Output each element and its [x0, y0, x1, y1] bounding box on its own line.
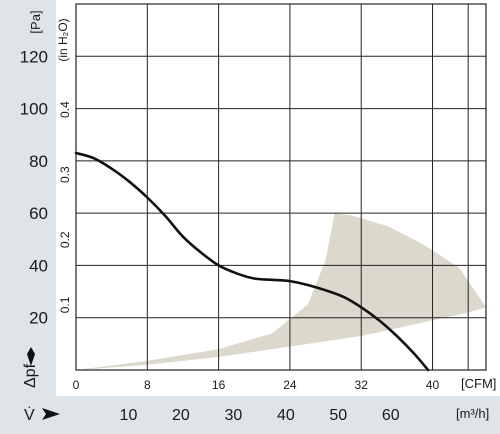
pa-tick-label: 80: [29, 152, 48, 171]
m3h-tick-label: 20: [172, 407, 190, 424]
inh2o-tick-label: 0.1: [58, 296, 72, 313]
plot-border: [75, 3, 487, 371]
cfm-tick-label: 0: [73, 378, 80, 392]
m3h-unit-label: [m³/h]: [456, 406, 489, 421]
inh2o-tick-label: 0.4: [58, 101, 72, 118]
inh2o-unit-label: (in H₂O): [56, 18, 70, 61]
fan-curve-line: [74, 151, 430, 372]
cfm-tick-label: 16: [212, 378, 226, 392]
cfm-tick-label: 8: [144, 378, 151, 392]
pressure-arrow-notch-icon: [27, 351, 35, 366]
m3h-tick-label: 10: [120, 407, 138, 424]
m3h-tick-label: 30: [224, 407, 242, 424]
left-axis-band: [0, 0, 56, 434]
bottom-axis-band: [0, 396, 500, 434]
pressure-arrow-icon: [27, 347, 35, 354]
cfm-unit-label: [CFM]: [461, 376, 496, 391]
pa-tick-label: 20: [29, 309, 48, 328]
m3h-tick-label: 60: [382, 407, 400, 424]
pa-tick-label: 40: [29, 256, 48, 275]
flow-axis-symbol: V̇: [24, 406, 35, 424]
inh2o-tick-label: 0.2: [58, 231, 72, 248]
m3h-tick-label: 50: [329, 407, 347, 424]
pa-tick-label: 100: [20, 100, 48, 119]
pa-tick-label: 60: [29, 204, 48, 223]
m3h-tick-label: 40: [277, 407, 295, 424]
pa-unit-label: [Pa]: [28, 10, 43, 33]
inh2o-tick-label: 0.3: [58, 166, 72, 183]
pressure-axis-symbol: Δpf: [22, 363, 39, 388]
operating-region: [76, 213, 486, 370]
flow-arrow-icon: [42, 408, 60, 420]
cfm-tick-label: 40: [426, 378, 440, 392]
cfm-tick-label: 32: [355, 378, 369, 392]
cfm-tick-label: 24: [283, 378, 297, 392]
pa-tick-label: 120: [20, 47, 48, 66]
